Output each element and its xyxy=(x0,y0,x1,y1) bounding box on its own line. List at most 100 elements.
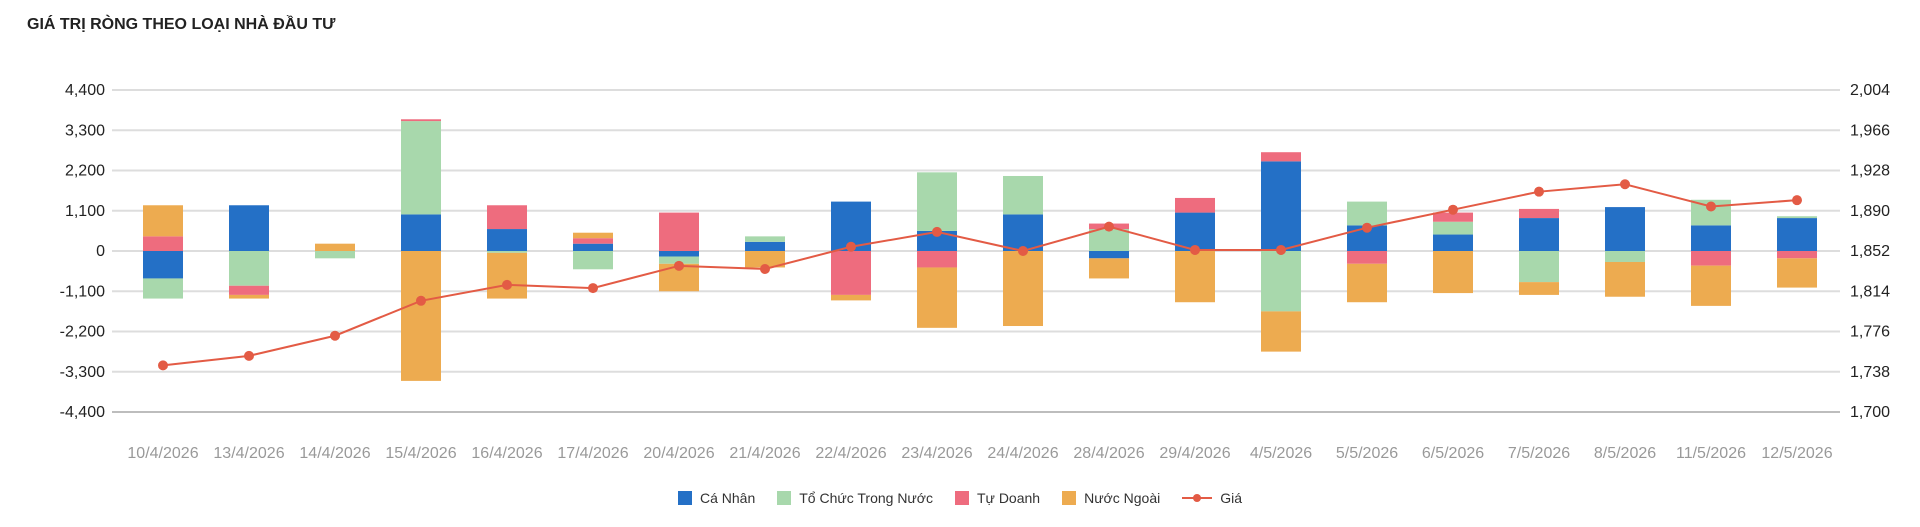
bar-segment xyxy=(1777,218,1817,251)
y-right-tick-label: 1,700 xyxy=(1850,404,1890,421)
x-tick-label: 15/4/2026 xyxy=(385,445,456,462)
bar-segment xyxy=(1691,265,1731,306)
price-point xyxy=(1448,204,1458,215)
bar-segment xyxy=(143,236,183,251)
bar-segment xyxy=(143,205,183,237)
x-tick-label: 22/4/2026 xyxy=(815,445,886,462)
bars xyxy=(143,119,1817,381)
price-line-path xyxy=(162,183,1798,367)
x-tick-label: 12/5/2026 xyxy=(1761,445,1832,462)
legend-line-swatch xyxy=(1182,491,1213,505)
x-tick-label: 17/4/2026 xyxy=(557,445,628,462)
bar-segment xyxy=(1175,251,1215,303)
x-tick-label: 20/4/2026 xyxy=(643,445,714,462)
legend-swatch xyxy=(1062,491,1077,505)
legend-swatch xyxy=(777,491,792,505)
y-right-tick-label: 2,004 xyxy=(1850,82,1890,99)
bar-segment xyxy=(1261,251,1301,312)
price-line xyxy=(158,179,1802,371)
bar-segment xyxy=(143,251,183,279)
price-point xyxy=(502,279,512,290)
bar-segment xyxy=(401,119,441,122)
bar-segment xyxy=(1433,212,1473,222)
price-point xyxy=(1620,179,1630,190)
bar-segment xyxy=(1347,251,1387,264)
y-right-tick-label: 1,814 xyxy=(1850,283,1890,300)
price-point xyxy=(588,283,598,294)
x-tick-label: 4/5/2026 xyxy=(1250,445,1312,462)
y-left-tick-label: 4,400 xyxy=(65,82,105,99)
x-tick-label: 13/4/2026 xyxy=(213,445,284,462)
bar-segment xyxy=(1519,218,1559,251)
bar-segment xyxy=(1175,212,1215,251)
legend-item[interactable]: Tự Doanh xyxy=(955,490,1040,506)
y-right-tick-label: 1,966 xyxy=(1850,122,1890,139)
y-left-tick-label: -3,300 xyxy=(60,364,105,381)
x-tick-label: 29/4/2026 xyxy=(1159,445,1230,462)
price-point xyxy=(1018,246,1028,256)
bar-segment xyxy=(1777,251,1817,259)
price-point xyxy=(674,260,684,271)
x-tick-label: 5/5/2026 xyxy=(1336,445,1398,462)
x-tick-label: 16/4/2026 xyxy=(471,445,542,462)
y-right-tick-label: 1,928 xyxy=(1850,163,1890,180)
bar-segment xyxy=(1003,251,1043,327)
x-tick-label: 10/4/2026 xyxy=(127,445,198,462)
bar-segment xyxy=(1175,197,1215,213)
price-point xyxy=(1276,244,1286,255)
bar-segment xyxy=(1261,311,1301,352)
price-point xyxy=(1190,244,1200,255)
axis-labels: 4,400 2,004 3,300 1,966 2,200 1,928 1,100 1,890… xyxy=(60,82,1891,462)
bar-segment xyxy=(487,205,527,230)
bar-segment xyxy=(1433,251,1473,294)
bar-segment xyxy=(745,236,785,242)
legend-item[interactable]: Nước Ngoài xyxy=(1062,490,1160,506)
price-point xyxy=(932,226,942,237)
y-right-tick-label: 1,776 xyxy=(1850,324,1890,341)
x-tick-label: 6/5/2026 xyxy=(1422,445,1484,462)
bar-segment xyxy=(1347,201,1387,226)
bar-segment xyxy=(229,285,269,295)
bar-segment xyxy=(1089,258,1129,279)
bar-segment xyxy=(315,243,355,251)
legend-item[interactable]: Giá xyxy=(1182,490,1242,506)
x-tick-label: 24/4/2026 xyxy=(987,445,1058,462)
bar-segment xyxy=(1519,251,1559,283)
bar-segment xyxy=(1777,258,1817,288)
bar-segment xyxy=(487,251,527,253)
bar-segment xyxy=(401,214,441,251)
price-point xyxy=(1706,201,1716,212)
bar-segment xyxy=(831,294,871,301)
y-left-tick-label: 0 xyxy=(96,243,105,260)
y-right-tick-label: 1,738 xyxy=(1850,364,1890,381)
legend-label: Cá Nhân xyxy=(699,490,756,506)
bar-segment xyxy=(573,251,613,270)
price-point xyxy=(158,360,168,371)
y-left-tick-label: -1,100 xyxy=(60,283,105,300)
bar-segment xyxy=(315,251,355,259)
bar-segment xyxy=(573,243,613,251)
price-point xyxy=(1792,195,1802,206)
bar-segment xyxy=(1519,282,1559,295)
bar-segment xyxy=(745,241,785,251)
bar-segment xyxy=(573,232,613,239)
price-point xyxy=(416,295,426,306)
y-right-tick-label: 1,890 xyxy=(1850,203,1890,220)
bar-segment xyxy=(1691,251,1731,266)
bar-segment xyxy=(831,251,871,295)
gridlines xyxy=(112,89,1840,413)
bar-segment xyxy=(1003,214,1043,251)
bar-segment xyxy=(659,212,699,251)
x-tick-label: 11/5/2026 xyxy=(1676,445,1746,462)
legend-label: Giá xyxy=(1220,490,1243,506)
bar-segment xyxy=(1433,234,1473,251)
legend-item[interactable]: Tổ Chức Trong Nước xyxy=(777,490,933,506)
legend-item[interactable]: Cá Nhân xyxy=(677,490,756,506)
bar-segment xyxy=(1605,251,1645,262)
price-point xyxy=(1362,222,1372,233)
bar-segment xyxy=(487,252,527,299)
bar-segment xyxy=(1261,152,1301,162)
bar-segment xyxy=(1605,261,1645,297)
bar-segment xyxy=(1003,175,1043,215)
x-tick-label: 23/4/2026 xyxy=(901,445,972,462)
